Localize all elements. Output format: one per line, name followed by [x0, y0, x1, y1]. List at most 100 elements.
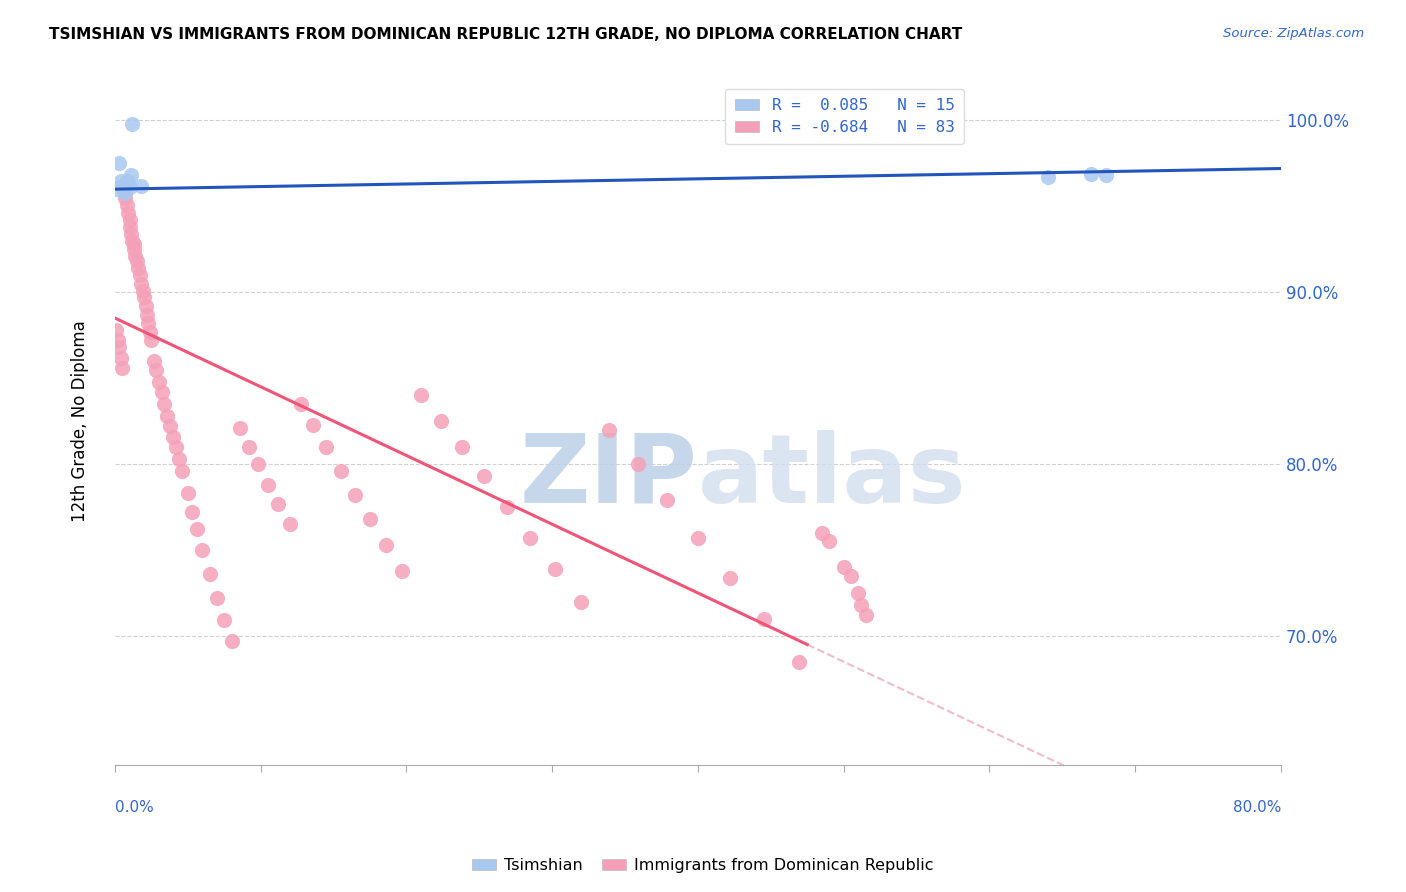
Point — [118, 213, 141, 227]
Point — [110, 351, 132, 365]
Point — [117, 206, 139, 220]
Text: atlas: atlas — [697, 430, 966, 523]
Point — [107, 334, 129, 348]
Point — [122, 237, 145, 252]
Point — [198, 567, 221, 582]
Point — [315, 440, 337, 454]
Point — [472, 469, 495, 483]
Point — [141, 334, 163, 348]
Point — [120, 227, 142, 241]
Point — [544, 562, 567, 576]
Point — [127, 261, 149, 276]
Point — [112, 182, 135, 196]
Point — [111, 360, 134, 375]
Point — [177, 486, 200, 500]
Point — [150, 384, 173, 399]
Point — [832, 560, 855, 574]
Point — [212, 614, 235, 628]
Point — [131, 284, 153, 298]
Point — [138, 316, 160, 330]
Point — [148, 375, 170, 389]
Point — [110, 173, 132, 187]
Point — [344, 488, 367, 502]
Point — [143, 354, 166, 368]
Point — [129, 277, 152, 291]
Point — [1036, 170, 1059, 185]
Point — [181, 505, 204, 519]
Y-axis label: 12th Grade, No Diploma: 12th Grade, No Diploma — [72, 320, 89, 522]
Point — [118, 219, 141, 234]
Text: 0.0%: 0.0% — [115, 799, 153, 814]
Point — [851, 598, 873, 612]
Point — [114, 186, 136, 200]
Point — [257, 477, 280, 491]
Point — [121, 117, 143, 131]
Point — [246, 457, 269, 471]
Point — [135, 299, 157, 313]
Point — [1080, 167, 1102, 181]
Point — [519, 531, 541, 545]
Point — [375, 538, 398, 552]
Point — [139, 325, 162, 339]
Point — [118, 180, 141, 194]
Point — [839, 569, 862, 583]
Point — [165, 440, 187, 454]
Point — [105, 182, 128, 196]
Point — [409, 388, 432, 402]
Point — [125, 254, 148, 268]
Point — [267, 497, 290, 511]
Point — [186, 523, 208, 537]
Point — [121, 234, 143, 248]
Text: ZIP: ZIP — [520, 430, 697, 523]
Point — [205, 591, 228, 606]
Point — [359, 512, 381, 526]
Point — [718, 570, 741, 584]
Text: TSIMSHIAN VS IMMIGRANTS FROM DOMINICAN REPUBLIC 12TH GRADE, NO DIPLOMA CORRELATI: TSIMSHIAN VS IMMIGRANTS FROM DOMINICAN R… — [49, 27, 963, 42]
Point — [120, 169, 142, 183]
Point — [191, 543, 214, 558]
Point — [302, 417, 325, 432]
Point — [162, 429, 184, 443]
Point — [112, 182, 135, 196]
Point — [111, 178, 134, 193]
Legend: R =  0.085   N = 15, R = -0.684   N = 83: R = 0.085 N = 15, R = -0.684 N = 83 — [725, 89, 965, 145]
Point — [132, 290, 155, 304]
Point — [108, 156, 131, 170]
Point — [598, 423, 620, 437]
Point — [136, 308, 159, 322]
Text: Source: ZipAtlas.com: Source: ZipAtlas.com — [1223, 27, 1364, 40]
Point — [496, 500, 519, 514]
Point — [1095, 169, 1118, 183]
Point — [627, 457, 650, 471]
Point — [153, 397, 176, 411]
Point — [811, 525, 834, 540]
Point — [290, 397, 312, 411]
Point — [278, 517, 301, 532]
Point — [657, 493, 679, 508]
Point — [170, 464, 193, 478]
Point — [159, 419, 181, 434]
Point — [128, 268, 150, 282]
Point — [818, 534, 841, 549]
Point — [752, 612, 775, 626]
Point — [114, 186, 136, 200]
Point — [108, 340, 131, 354]
Point — [787, 655, 810, 669]
Point — [129, 178, 152, 193]
Point — [117, 177, 139, 191]
Point — [156, 409, 179, 423]
Point — [167, 452, 190, 467]
Point — [238, 440, 260, 454]
Point — [391, 564, 413, 578]
Point — [329, 464, 352, 478]
Point — [115, 197, 138, 211]
Point — [430, 414, 453, 428]
Legend: Tsimshian, Immigrants from Dominican Republic: Tsimshian, Immigrants from Dominican Rep… — [465, 852, 941, 880]
Point — [145, 362, 167, 376]
Point — [855, 608, 877, 623]
Point — [114, 191, 136, 205]
Text: 80.0%: 80.0% — [1233, 799, 1281, 814]
Point — [124, 249, 146, 263]
Point — [450, 440, 472, 454]
Point — [569, 594, 592, 608]
